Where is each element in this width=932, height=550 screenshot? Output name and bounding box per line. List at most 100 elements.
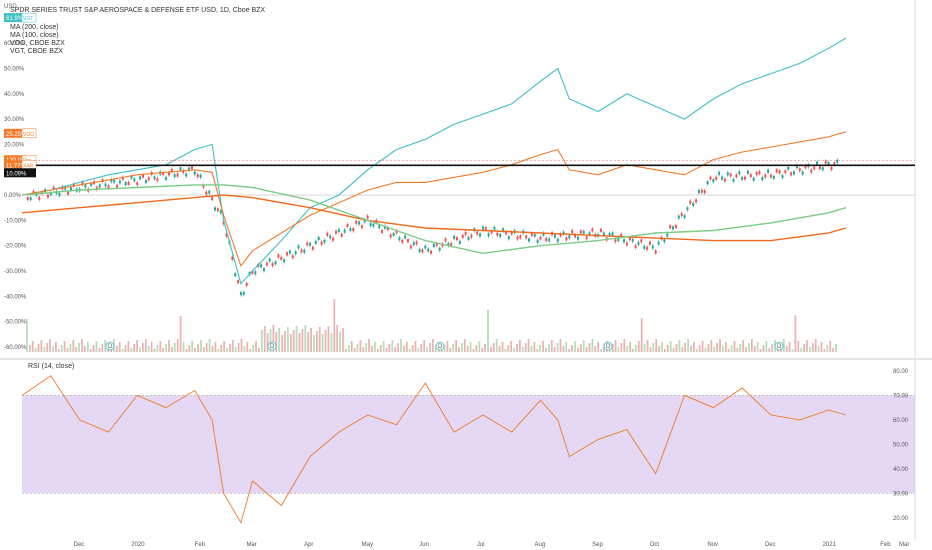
volume-bar <box>249 349 252 352</box>
volume-bar <box>617 347 620 352</box>
rsi-tick-label: 30.00 <box>893 491 909 497</box>
candle-body <box>309 242 312 246</box>
volume-bar <box>84 346 86 352</box>
candle-body <box>352 228 355 232</box>
candle-body <box>821 167 824 171</box>
volume-bar <box>527 339 530 352</box>
candle-body <box>556 238 559 242</box>
candle-body <box>254 271 257 275</box>
volume-bar <box>168 340 170 352</box>
volume-bar <box>577 348 579 352</box>
candle-body <box>90 182 93 186</box>
volume-bar <box>484 344 486 352</box>
candle-body <box>453 235 456 239</box>
volume-bar <box>495 339 498 352</box>
candle-body <box>214 207 217 211</box>
volume-bar <box>336 325 339 352</box>
x-tick-label: Dec <box>765 542 776 548</box>
candle-body <box>813 166 816 170</box>
rsi-tick-label: 20.00 <box>893 516 909 522</box>
candle-body <box>156 178 159 182</box>
voo-label-bg <box>4 128 36 138</box>
volume-bar <box>524 343 527 352</box>
candle-body <box>706 181 709 185</box>
volume-bar <box>768 348 771 352</box>
candle-body <box>124 182 127 186</box>
candle-body <box>680 213 683 217</box>
volume-bar <box>629 342 631 352</box>
volume-bar <box>545 348 547 352</box>
candle-body <box>216 208 219 212</box>
candle-body <box>265 262 268 266</box>
x-tick-label: Sep <box>592 542 603 548</box>
candle-body <box>654 250 657 254</box>
candle-body <box>525 235 528 239</box>
volume-bar <box>185 349 188 352</box>
volume-bar <box>690 346 692 352</box>
volume-bar <box>414 341 417 352</box>
candle-body <box>211 197 214 201</box>
volume-bar <box>626 346 629 352</box>
volume-bar <box>756 342 759 352</box>
volume-bar <box>86 342 89 352</box>
volume-bar <box>687 339 689 352</box>
candle-body <box>464 231 467 235</box>
candle-body <box>709 176 712 180</box>
vgt-label-tag-bg <box>21 12 37 23</box>
candle-body <box>479 233 482 237</box>
candle-body <box>268 258 271 262</box>
candle-body <box>355 220 358 224</box>
candle-body <box>49 192 52 196</box>
candle-body <box>493 226 496 230</box>
volume-bar <box>800 348 803 352</box>
volume-bar <box>426 347 428 352</box>
volume-bar <box>324 330 327 352</box>
volume-bar <box>652 343 655 352</box>
candle-body <box>383 225 386 229</box>
candle-body <box>386 227 389 231</box>
candle-body <box>360 225 363 229</box>
y-tick-label: -40.00% <box>4 294 27 300</box>
volume-bar <box>31 341 34 352</box>
volume-bar <box>562 346 565 352</box>
volume-bar <box>240 339 243 352</box>
candle-body <box>663 239 666 243</box>
volume-bar <box>461 343 463 352</box>
x-tick-label: Feb <box>195 542 206 548</box>
volume-bar <box>829 341 832 352</box>
candle-body <box>147 177 150 181</box>
volume-bar <box>365 343 368 352</box>
volume-bar <box>472 349 475 352</box>
volume-bar <box>78 343 80 352</box>
volume-bar <box>159 341 162 352</box>
volume-bar <box>803 344 805 352</box>
volume-bar <box>698 345 701 352</box>
candle-body <box>697 190 700 194</box>
volume-bar <box>382 341 385 352</box>
volume-bar <box>278 328 281 352</box>
candle-body <box>625 242 628 246</box>
candle-body <box>64 186 67 190</box>
rsi-band <box>22 395 915 494</box>
candle-body <box>38 196 41 200</box>
volume-bar <box>162 348 165 352</box>
candle-body <box>602 232 605 236</box>
candle-body <box>139 176 142 180</box>
volume-bar <box>263 326 266 352</box>
volume-bar <box>550 340 553 352</box>
candle-body <box>141 174 144 178</box>
candle-body <box>346 223 349 227</box>
candle-body <box>455 237 458 241</box>
candle-body <box>271 263 274 267</box>
volume-bar <box>510 341 513 352</box>
volume-bar <box>507 345 510 352</box>
volume-bar <box>316 331 318 352</box>
xar-label-bg <box>4 160 36 170</box>
rsi-tick-label: 50.00 <box>893 442 909 448</box>
volume-bar <box>101 344 104 352</box>
volume-bar <box>226 348 228 352</box>
candle-body <box>536 239 539 243</box>
candle-body <box>755 172 758 176</box>
candle-body <box>297 245 300 249</box>
volume-bar <box>736 348 739 352</box>
